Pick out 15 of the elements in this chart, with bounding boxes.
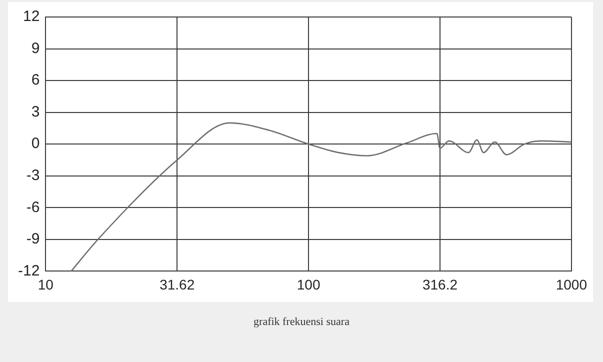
y-tick-label: -3 bbox=[26, 167, 40, 184]
y-tick-label: -9 bbox=[26, 230, 40, 248]
text: grafik frekuensi suara bbox=[252, 316, 350, 328]
y-tick-label: 12 bbox=[22, 8, 40, 26]
y-tick-label: 6 bbox=[31, 72, 40, 89]
x-tick-label: 1000 bbox=[556, 276, 588, 292]
y-tick-label: -12 bbox=[18, 262, 40, 280]
y-tick-label: 0 bbox=[31, 135, 40, 152]
y-tick-label: 9 bbox=[31, 40, 40, 57]
x-tick-label: 10 bbox=[38, 276, 54, 292]
x-tick-label: 316.2 bbox=[422, 276, 458, 292]
x-tick-label: 31.62 bbox=[160, 276, 195, 292]
x-tick-label: 100 bbox=[296, 276, 320, 292]
y-tick-label: -6 bbox=[26, 198, 40, 216]
y-tick-label: 3 bbox=[31, 103, 40, 120]
